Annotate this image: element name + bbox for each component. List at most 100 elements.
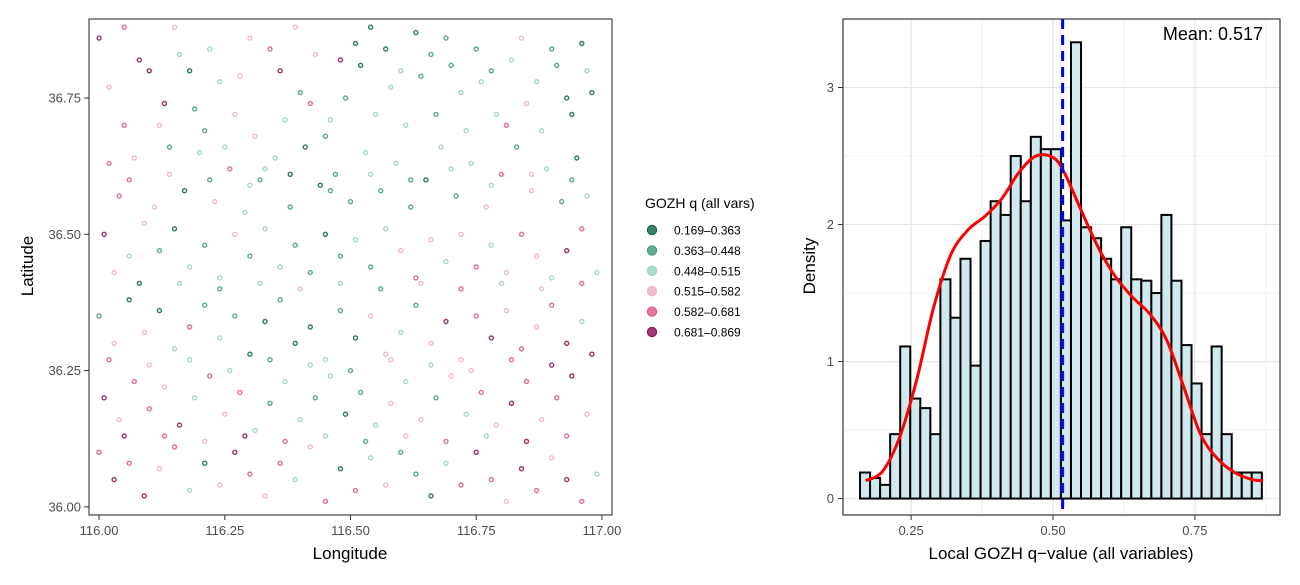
scatter-point-198: [564, 476, 570, 483]
scatter-point-49: [347, 198, 354, 205]
scatter-point-28: [518, 35, 525, 41]
histogram-bar-26: [1120, 226, 1133, 500]
scatter-point-109: [232, 313, 238, 319]
scatter-point-92: [488, 242, 494, 248]
scatter-point-48: [332, 171, 339, 178]
scatter-point-229: [538, 127, 545, 134]
scatter-point-157: [448, 373, 454, 379]
legend-key-0: [646, 224, 658, 236]
scatter-point-138: [161, 384, 168, 390]
scatter-point-245: [106, 357, 112, 363]
scatter-x-tick-label-2: 116.50: [331, 523, 370, 538]
scatter-point-235: [206, 177, 213, 183]
scatter-point-172: [171, 444, 178, 450]
scatter-point-90: [458, 231, 464, 238]
scatter-point-2: [121, 24, 127, 30]
scatter-point-240: [408, 177, 414, 183]
scatter-point-115: [322, 357, 329, 363]
scatter-point-108: [216, 335, 223, 341]
scatter-point-216: [342, 95, 349, 101]
scatter-point-95: [533, 253, 540, 259]
scatter-point-6: [186, 68, 193, 74]
scatter-point-116: [337, 307, 344, 314]
scatter-point-176: [232, 449, 238, 455]
scatter-point-219: [388, 84, 394, 90]
scatter-point-27: [503, 122, 510, 129]
scatter-point-217: [357, 62, 364, 69]
scatter-point-140: [191, 395, 198, 401]
scatter-point-67: [111, 269, 117, 276]
scatter-point-251: [347, 367, 354, 374]
scatter-x-tick-label-4: 117.00: [583, 523, 622, 538]
scatter-point-61: [528, 187, 535, 194]
scatter-point-276: [418, 280, 424, 287]
scatter-point-98: [579, 226, 585, 232]
histogram-bar-32: [1180, 344, 1193, 500]
scatter-point-77: [262, 226, 268, 232]
scatter-point-264: [403, 433, 409, 439]
histogram-panel: 0.25 0.50 0.75 0 1 2 3 Mean: 0.517 Local GOZH …: [800, 18, 1281, 563]
scatter-point-258: [161, 433, 168, 439]
scatter-point-114: [307, 324, 313, 330]
scatter-point-267: [523, 438, 530, 445]
scatter-point-122: [428, 340, 434, 346]
scatter-point-117: [352, 335, 359, 341]
scatter-point-188: [413, 471, 419, 477]
histogram-bar-12: [979, 239, 992, 500]
histogram-bar-24: [1100, 257, 1113, 500]
histogram-bar-25: [1110, 278, 1123, 500]
scatter-point-169: [126, 460, 132, 466]
histogram-bar-33: [1190, 382, 1203, 500]
scatter-point-175: [216, 482, 223, 488]
histogram-bar-31: [1170, 279, 1183, 500]
scatter-point-256: [549, 362, 555, 368]
scatter-point-29: [533, 78, 540, 85]
scatter-point-252: [388, 357, 394, 363]
scatter-point-166: [584, 411, 590, 417]
scatter-point-15: [322, 133, 329, 139]
scatter-point-250: [307, 362, 313, 368]
scatter-point-261: [282, 438, 288, 445]
scatter-point-199: [579, 498, 585, 505]
scatter-point-12: [277, 68, 283, 74]
hist-y-tick-label-1: 1: [827, 354, 834, 369]
legend-key-4: [646, 306, 658, 317]
scatter-point-234: [166, 171, 173, 178]
scatter-point-11: [262, 166, 268, 172]
scatter-point-248: [227, 367, 233, 374]
scatter-point-34: [116, 193, 122, 199]
scatter-point-239: [367, 171, 374, 178]
scatter-point-183: [337, 466, 344, 472]
scatter-point-96: [549, 275, 555, 281]
scatter-point-218: [372, 111, 379, 118]
scatter-point-153: [388, 400, 394, 406]
scatter-point-125: [473, 313, 479, 319]
scatter-point-78: [277, 264, 283, 270]
scatter-y-tick-label-2: 36.50: [48, 227, 81, 242]
hist-x-tick-label-0: 0.25: [898, 523, 923, 538]
histogram-bar-17: [1029, 135, 1042, 500]
scatter-point-154: [403, 378, 409, 385]
scatter-point-113: [292, 340, 298, 346]
scatter-point-136: [131, 378, 138, 385]
scatter-point-224: [463, 127, 469, 134]
scatter-point-231: [569, 111, 575, 118]
histogram-bars: [859, 41, 1263, 500]
scatter-point-70: [156, 247, 163, 254]
scatter-point-26: [488, 68, 494, 74]
scatter-point-69: [141, 220, 148, 227]
scatter-point-274: [337, 280, 344, 287]
histogram-bar-21: [1069, 41, 1083, 500]
scatter-point-86: [398, 247, 404, 254]
scatter-point-220: [403, 122, 409, 129]
scatter-point-130: [549, 302, 555, 308]
scatter-point-22: [428, 51, 434, 58]
scatter-point-88: [428, 236, 434, 243]
scatter-point-204: [161, 100, 168, 107]
scatter-point-57: [468, 160, 474, 167]
scatter-point-129: [533, 324, 540, 330]
legend-label-0: 0.169–0.363: [674, 224, 741, 238]
scatter-point-35: [131, 155, 138, 161]
scatter-point-151: [357, 389, 364, 396]
scatter-point-185: [367, 455, 374, 461]
